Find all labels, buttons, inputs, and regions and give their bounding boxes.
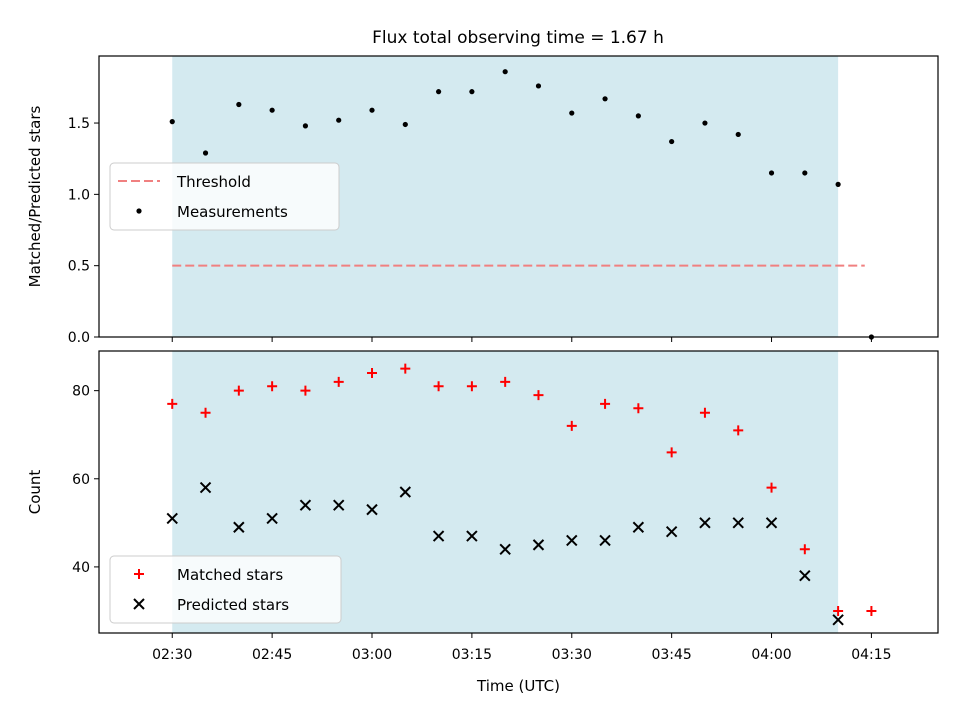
measurement-point (302, 123, 309, 129)
measurement-point (569, 110, 575, 116)
matched-star-point (167, 398, 178, 409)
x-tick-label: 04:00 (751, 647, 791, 663)
matched-star-point (200, 407, 211, 418)
measurement-point (669, 138, 675, 145)
predicted-star-point (832, 614, 844, 626)
matched-star-point (799, 544, 810, 555)
x-tick-label: 02:30 (152, 647, 192, 663)
matched-star-point (400, 363, 411, 374)
matched-star-point (666, 447, 677, 458)
y-tick-label: 80 (72, 384, 90, 400)
plot-frame (98, 350, 939, 634)
matched-star-point (600, 398, 611, 409)
measurement-point (768, 170, 775, 176)
measurement-point (402, 121, 408, 128)
predicted-star-point (199, 481, 212, 494)
predicted-star-point (233, 521, 245, 533)
matched-star-point (533, 390, 544, 401)
predicted-star-point (266, 512, 278, 525)
x-tick-label: 03:45 (651, 647, 691, 663)
legend-label: Matched stars (177, 566, 283, 584)
predicted-star-point (699, 517, 711, 529)
y-tick-label: 1.5 (68, 116, 90, 132)
predicted-star-point (799, 570, 811, 582)
predicted-star-point (599, 534, 611, 547)
x-tick-label: 03:00 (352, 647, 392, 663)
legend-box (109, 162, 340, 231)
measurement-point (202, 150, 209, 156)
measurement-point (369, 107, 375, 113)
count-panel: 40 60 80 02:30 02:45 03:00 03:15 03:30 03:45 04:0… (26, 350, 939, 695)
matched-star-point (633, 403, 644, 414)
measurement-point (269, 107, 275, 113)
matched-star-point (566, 420, 577, 431)
legend-box (109, 555, 342, 624)
measurement-point (802, 170, 808, 176)
measurement-point (702, 120, 708, 126)
matched-star-point (433, 381, 444, 392)
matched-star-point (500, 376, 511, 387)
predicted-star-point (665, 525, 678, 538)
measurement-point (469, 89, 475, 95)
predicted-star-point (432, 530, 445, 542)
matched-star-point (866, 605, 877, 616)
legend-matched-swatch (134, 569, 144, 579)
measurement-point (602, 96, 608, 102)
legend-label: Threshold (176, 173, 251, 191)
predicted-star-point (299, 499, 312, 511)
matched-star-point (233, 385, 244, 396)
x-tick-label: 02:45 (252, 647, 292, 663)
legend-predicted-swatch (133, 598, 145, 610)
ratio-panel: 0.0 0.5 1.0 1.5 Matched/Predicted stars Thres… (26, 55, 939, 346)
y-axis-label: Matched/Predicted stars (26, 106, 44, 288)
legend-measurement-swatch (136, 208, 142, 214)
plot-frame (98, 55, 939, 338)
matched-star-point (466, 381, 477, 392)
y-tick-label: 1.0 (68, 187, 90, 203)
measurement-point (236, 101, 242, 108)
measurement-point (336, 117, 342, 123)
predicted-star-point (765, 517, 778, 529)
x-tick-label: 04:15 (851, 647, 891, 663)
measurement-point (635, 113, 641, 119)
matched-star-point (333, 376, 344, 387)
measurement-point (735, 131, 741, 138)
chart-title: Flux total observing time = 1.67 h (372, 28, 664, 48)
y-tick-label: 0.0 (68, 330, 90, 346)
measurement-point (835, 181, 841, 187)
predicted-star-point (732, 517, 744, 529)
predicted-star-point (532, 539, 545, 551)
y-axis-label: Count (26, 470, 44, 515)
matched-star-point (733, 425, 744, 436)
predicted-star-point (566, 534, 578, 547)
measurement-point (502, 69, 508, 75)
predicted-star-point (632, 521, 645, 533)
matched-star-point (367, 368, 378, 379)
x-axis-label: Time (UTC) (476, 677, 560, 695)
matched-star-point (300, 385, 311, 396)
legend-label: Measurements (177, 203, 288, 221)
predicted-star-point (333, 499, 345, 511)
x-tick-label: 03:30 (552, 647, 592, 663)
x-tick-label: 03:15 (452, 647, 492, 663)
matched-star-point (833, 605, 844, 616)
y-tick-label: 0.5 (68, 259, 90, 275)
matched-star-point (267, 381, 278, 392)
y-tick-label: 40 (72, 560, 90, 576)
predicted-star-point (466, 530, 478, 542)
predicted-star-point (166, 512, 178, 525)
predicted-star-point (499, 543, 511, 555)
measurement-point (435, 89, 442, 95)
matched-star-point (766, 482, 777, 493)
predicted-star-point (399, 486, 412, 498)
predicted-star-point (366, 503, 378, 516)
y-tick-label: 60 (72, 472, 90, 488)
measurement-point (169, 119, 175, 125)
measurement-point (535, 83, 542, 89)
legend-label: Predicted stars (177, 596, 289, 614)
matched-star-point (699, 407, 710, 418)
